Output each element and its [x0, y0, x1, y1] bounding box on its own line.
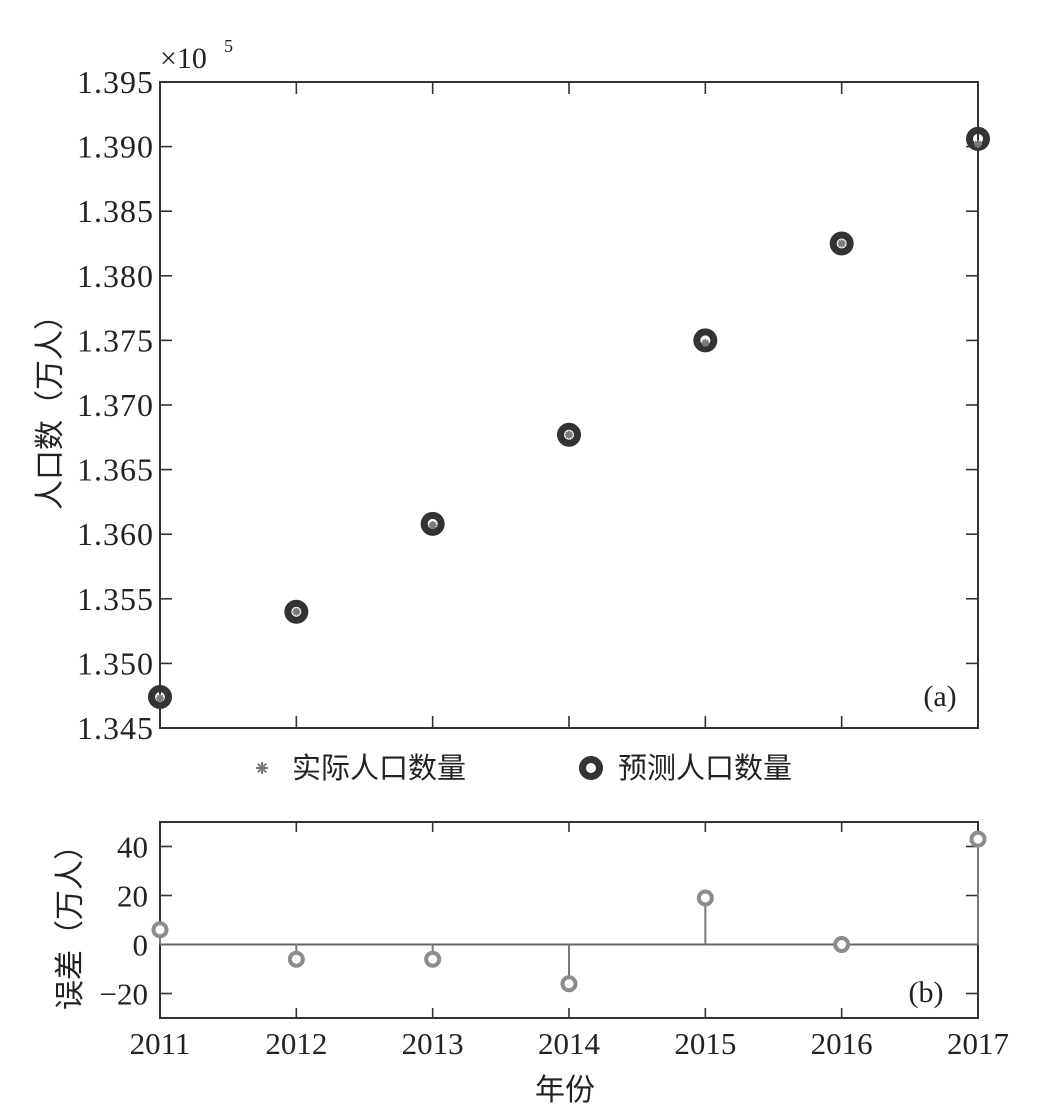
legend-label-predicted: 预测人口数量: [618, 751, 792, 785]
error-point: [287, 950, 305, 968]
panel-a-y-tick-label: 1.380: [77, 258, 154, 294]
predicted-point: [420, 511, 445, 536]
panel-b: −20 0 20 40 2011 2012 2013 2014 2015 2016 2017 (b…: [53, 821, 1009, 1108]
actual-point: [292, 607, 301, 616]
panel-a-y-tick-label: 1.350: [77, 645, 154, 681]
panel-b-x-tick-label: 2014: [538, 1026, 601, 1061]
legend-actual-marker-icon: [256, 762, 268, 774]
predicted-point: [557, 422, 581, 447]
panel-b-label: (b): [909, 976, 944, 1009]
error-point: [833, 936, 851, 953]
panel-a-y-tick-label: 1.355: [77, 581, 154, 617]
predicted-point: [693, 328, 718, 353]
panel-b-y-tick-label: −20: [100, 977, 148, 1012]
panel-a-y-ticks: 1.345 1.350 1.355 1.360 1.365 1.370 1.375 1.380…: [77, 64, 978, 746]
panel-a-marks: [148, 126, 990, 709]
panel-a-y-tick-label: 1.370: [77, 387, 154, 423]
predicted-point: [284, 599, 309, 624]
actual-point: [837, 239, 846, 248]
actual-point: [565, 430, 573, 439]
legend-actual-marker: [256, 762, 268, 774]
panel-a-x-ticks: [159, 82, 979, 728]
panel-a-y-tick-label: 1.390: [77, 129, 154, 165]
panel-b-y-tick-label: 40: [117, 830, 148, 865]
predicted-point: [148, 684, 172, 709]
panel-a-y-tick-label: 1.360: [77, 516, 154, 552]
error-point: [560, 975, 578, 993]
legend-predicted-marker: [579, 756, 603, 780]
panel-b-y-tick-label: 0: [133, 928, 149, 963]
legend: 实际人口数量 预测人口数量: [256, 751, 792, 785]
error-point: [969, 830, 987, 848]
panel-a-y-tick-label: 1.395: [77, 64, 154, 100]
legend-entry-predicted: 预测人口数量: [579, 751, 792, 785]
panel-b-y-tick-label: 20: [117, 879, 148, 914]
actual-point: [701, 338, 710, 347]
panel-a: 1.345 1.350 1.355 1.360 1.365 1.370 1.375 1.380…: [33, 36, 990, 746]
panel-b-x-tick-label: 2011: [130, 1026, 191, 1061]
exponent-power: 5: [224, 36, 233, 56]
error-point: [696, 889, 714, 907]
exponent-multiplier: ×10: [160, 42, 207, 75]
actual-point: [156, 694, 164, 703]
legend-entry-actual: 实际人口数量: [256, 751, 466, 785]
panel-b-x-tick-label: 2016: [811, 1026, 873, 1061]
error-point: [151, 921, 169, 939]
panel-a-label: (a): [923, 680, 956, 713]
panel-a-y-axis-label: 人口数（万人）: [33, 300, 68, 510]
panel-a-y-tick-label: 1.345: [77, 710, 154, 746]
panel-b-x-ticks: 2011 2012 2013 2014 2015 2016 2017: [130, 822, 1009, 1061]
actual-point: [428, 521, 437, 530]
panel-b-y-axis-label: 误差（万人）: [53, 830, 88, 1010]
panel-a-frame: [159, 81, 979, 729]
panel-b-x-tick-label: 2015: [674, 1026, 736, 1061]
panel-b-y-ticks: −20 0 20 40: [100, 830, 978, 1012]
predicted-point: [829, 231, 854, 256]
legend-label-actual: 实际人口数量: [292, 751, 466, 785]
legend-predicted-marker-icon: [579, 756, 603, 780]
panel-b-x-tick-label: 2012: [265, 1026, 327, 1061]
panel-b-x-tick-label: 2013: [402, 1026, 464, 1061]
x-axis-label: 年份: [535, 1073, 595, 1108]
panel-b-x-tick-label: 2017: [947, 1026, 1009, 1061]
actual-point: [974, 140, 982, 149]
error-point: [424, 950, 442, 968]
panel-a-y-tick-label: 1.385: [77, 193, 154, 229]
panel-a-y-tick-label: 1.365: [77, 452, 154, 488]
panel-a-y-tick-label: 1.375: [77, 322, 154, 358]
panel-b-marks: [151, 830, 987, 993]
